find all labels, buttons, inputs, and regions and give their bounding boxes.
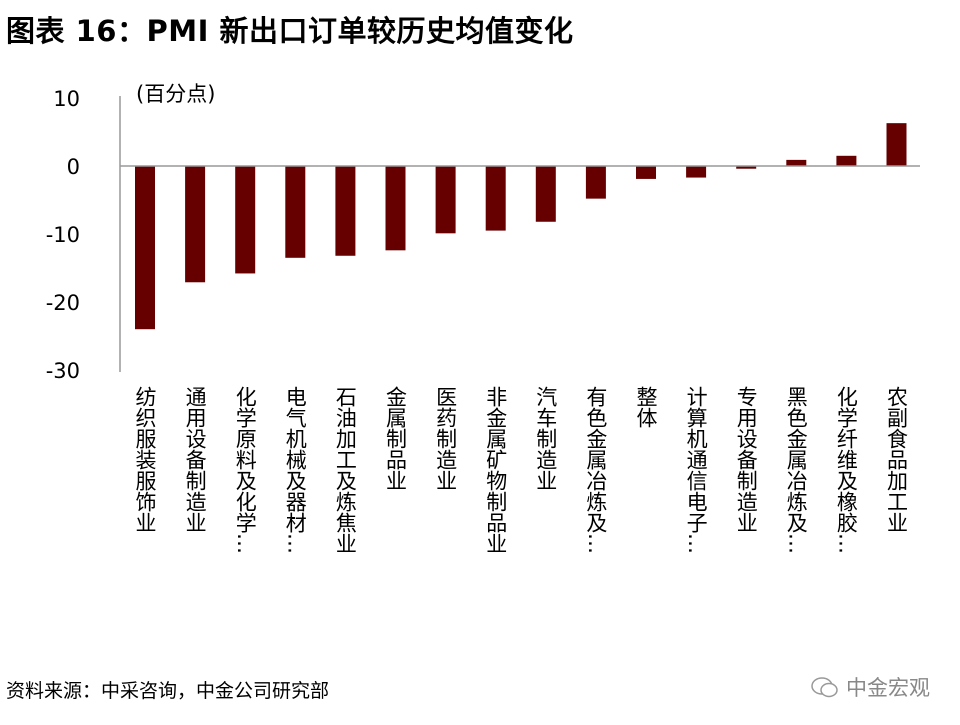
x-tick-label: 化学纤维及橡胶…	[834, 386, 859, 554]
x-tick-label: 有色金属冶炼及…	[583, 386, 608, 554]
bar	[636, 166, 656, 179]
bar	[385, 166, 406, 251]
chart-title: 图表 16：PMI 新出口订单较历史均值变化	[6, 14, 574, 48]
x-tick-label: 医药制造业	[433, 386, 458, 491]
bar	[836, 155, 857, 166]
bar-chart: 10 0 -10 -20 -30	[46, 87, 920, 383]
bar	[886, 123, 907, 166]
bar	[535, 166, 556, 222]
bar	[185, 166, 206, 283]
y-tick-label: -20	[46, 291, 80, 315]
x-tick-label: 黑色金属冶炼及…	[784, 386, 809, 554]
x-tick-label: 化学原料及化学…	[233, 386, 258, 554]
wechat-icon	[811, 677, 838, 698]
y-axis-unit-label: (百分点)	[136, 82, 216, 106]
x-tick-label: 石油加工及炼焦业	[333, 386, 358, 554]
y-tick-label: -10	[46, 223, 80, 247]
bar	[736, 166, 757, 169]
x-tick-label: 农副食品加工业	[884, 386, 909, 533]
watermark-text: 中金宏观	[846, 676, 930, 700]
bar	[585, 166, 606, 199]
x-tick-label: 纺织服装服饰业	[133, 386, 157, 533]
bar	[485, 166, 506, 231]
watermark: 中金宏观	[810, 672, 930, 702]
bar	[235, 166, 256, 274]
source-note: 资料来源：中采咨询，中金公司研究部	[6, 680, 330, 702]
bar	[786, 159, 807, 166]
bar	[335, 166, 356, 256]
bar	[435, 166, 456, 234]
y-tick-label: 0	[67, 155, 80, 179]
x-tick-label: 金属制品业	[383, 386, 408, 491]
y-tick-label: 10	[53, 87, 80, 111]
x-tick-label: 计算机通信电子…	[684, 386, 709, 554]
bar	[135, 166, 155, 330]
x-tick-label: 汽车制造业	[533, 386, 558, 491]
x-tick-label: 通用设备制造业	[183, 386, 208, 533]
x-tick-label: 整体	[634, 386, 658, 428]
x-tick-label: 专用设备制造业	[734, 386, 759, 533]
bar	[285, 166, 306, 258]
x-tick-label: 电气机械及器材…	[283, 386, 308, 554]
x-tick-label: 非金属矿物制品业	[483, 386, 508, 554]
y-tick-label: -30	[46, 359, 80, 383]
bar	[686, 166, 707, 178]
